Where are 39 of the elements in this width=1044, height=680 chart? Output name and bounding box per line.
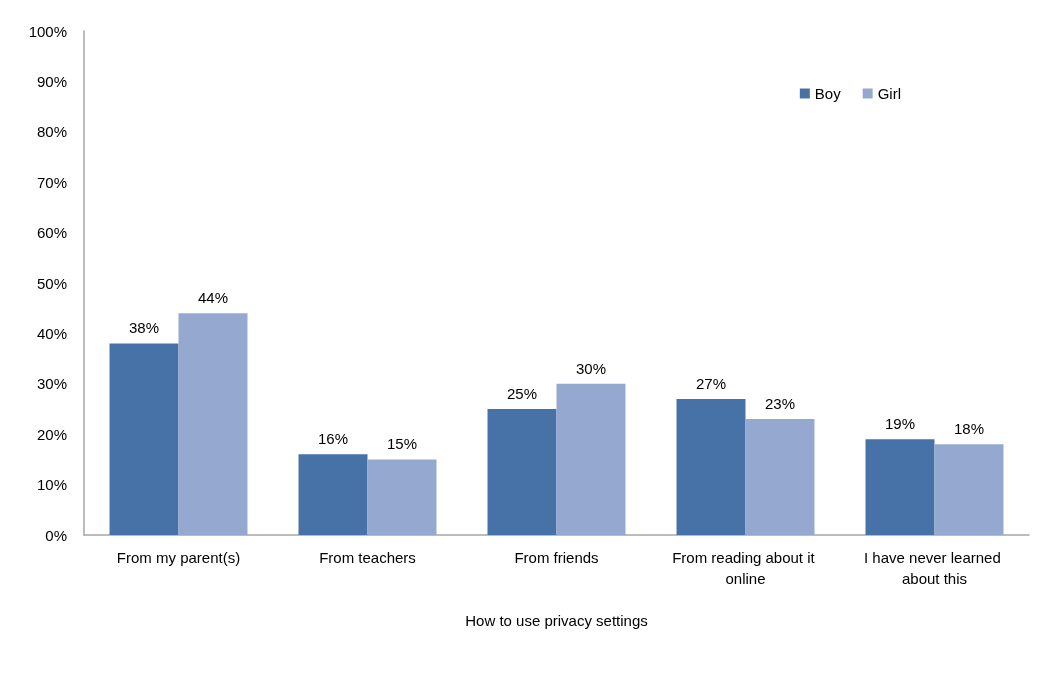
data-label: 27% <box>695 374 727 392</box>
y-tick-label: 80% <box>36 123 67 141</box>
data-label: 15% <box>386 435 418 453</box>
y-tick-label: 70% <box>36 173 67 191</box>
data-label: 25% <box>506 385 538 402</box>
bar <box>745 419 815 535</box>
legend-label: Boy <box>814 85 842 102</box>
data-label: 16% <box>317 430 349 448</box>
x-tick-label: From my parent(s) <box>116 549 241 566</box>
x-tick-label: From reading about it online <box>672 549 819 587</box>
data-label: 18% <box>953 420 985 438</box>
data-label: 23% <box>764 395 796 413</box>
bar <box>865 439 935 535</box>
bar <box>298 454 368 535</box>
x-tick-label: I have never learned about this <box>864 549 1005 587</box>
bar <box>178 313 248 535</box>
x-tick-label: From friends <box>514 549 599 566</box>
data-label: 44% <box>197 289 229 307</box>
bar <box>487 409 557 535</box>
y-tick-label: 90% <box>36 72 67 90</box>
y-tick-label: 100% <box>28 22 67 40</box>
data-label: 30% <box>575 359 607 377</box>
x-axis-title: How to use privacy settings <box>465 612 648 629</box>
y-tick-label: 60% <box>36 224 67 242</box>
data-label: 38% <box>128 319 160 337</box>
x-tick-label: From teachers <box>319 549 416 566</box>
y-tick-label: 30% <box>36 375 67 393</box>
y-tick-label: 50% <box>36 274 67 292</box>
bar <box>676 398 746 535</box>
data-label: 19% <box>884 415 916 433</box>
bar <box>367 459 437 535</box>
bar <box>556 383 626 535</box>
legend-label: Girl <box>877 85 901 102</box>
y-tick-label: 40% <box>36 324 67 342</box>
y-tick-label: 10% <box>36 476 67 494</box>
bar <box>109 343 179 535</box>
bar <box>934 444 1004 535</box>
y-tick-label: 0% <box>45 526 67 544</box>
y-tick-label: 20% <box>36 425 67 443</box>
